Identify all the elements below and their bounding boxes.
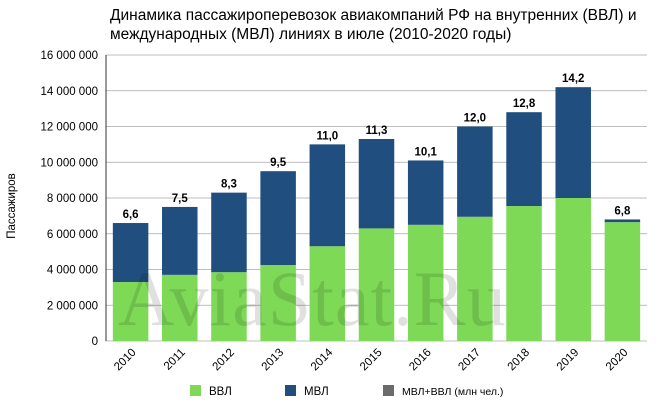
y-tick-label: 14 000 000 — [40, 86, 98, 98]
x-tick-label: 2015 — [358, 347, 385, 374]
legend-label: ВВЛ — [209, 386, 232, 398]
x-tick-label: 2013 — [260, 347, 287, 374]
bars — [112, 87, 641, 341]
bar-vvl — [555, 198, 591, 341]
y-tick-label: 6 000 000 — [47, 229, 98, 241]
bar-mvl — [309, 144, 346, 247]
bar-vvl — [506, 206, 542, 341]
bar-vvl — [309, 246, 346, 341]
bar-mvl — [112, 223, 149, 283]
y-tick-label: 12 000 000 — [40, 122, 98, 134]
x-tick-label: 2017 — [456, 347, 483, 374]
bar-vvl — [457, 216, 493, 341]
bar-mvl — [555, 87, 591, 198]
bar-vvl — [211, 272, 247, 341]
watermark: AviaStat.Ru — [118, 255, 507, 342]
legend-label: МВЛ — [304, 386, 329, 398]
x-tick-label: 2016 — [407, 347, 434, 374]
y-tick-label: 2 000 000 — [47, 300, 98, 312]
y-tick-label: 16 000 000 — [40, 50, 98, 62]
x-tick-label: 2012 — [210, 347, 237, 374]
total-data-label: 12,0 — [464, 113, 486, 125]
bar-vvl — [162, 274, 198, 341]
y-tick-label: 4 000 000 — [47, 265, 98, 277]
bar-mvl — [407, 160, 444, 225]
data-labels: 6,6 7,5 8,3 9,5 11,0 11,3 10,1 12,0 12,8 14,2 6,8 — [123, 73, 631, 221]
y-axis-label: Пассажиров — [6, 173, 18, 239]
total-data-label: 8,3 — [221, 179, 237, 191]
total-data-label: 9,5 — [270, 157, 287, 169]
legend: ВВЛ МВЛ МВЛ+ВВЛ (млн чел.) — [190, 385, 503, 398]
x-tick-label: 2011 — [162, 347, 188, 373]
x-tick-label: 2019 — [555, 347, 582, 374]
bar-vvl — [358, 228, 395, 341]
total-data-label: 11,0 — [316, 130, 338, 142]
total-data-label: 12,8 — [513, 98, 536, 110]
bar-mvl — [162, 206, 198, 275]
y-tick-label: 10 000 000 — [40, 157, 98, 169]
bar-mvl — [260, 171, 296, 266]
chart-title: Динамика пассажироперевозок авиакомпаний… — [110, 7, 637, 43]
bar-vvl — [407, 224, 444, 341]
x-tick-label: 2018 — [506, 347, 533, 374]
x-tick-label: 2010 — [112, 347, 139, 374]
bar-mvl — [211, 192, 247, 273]
total-data-label: 7,5 — [172, 193, 189, 205]
y-tick-label: 8 000 000 — [47, 193, 98, 205]
bar-vvl — [604, 222, 641, 341]
legend-swatch — [383, 385, 394, 396]
total-data-label: 6,8 — [614, 205, 631, 217]
total-data-label: 11,3 — [366, 125, 388, 137]
total-data-label: 10,1 — [414, 146, 437, 158]
bar-mvl — [506, 112, 542, 207]
bar-vvl — [112, 282, 149, 341]
bar-mvl — [604, 219, 641, 223]
legend-label: МВЛ+ВВЛ (млн чел.) — [402, 386, 503, 398]
bar-mvl — [358, 139, 395, 229]
x-tick-label: 2014 — [309, 346, 336, 373]
total-data-label: 6,6 — [123, 209, 139, 221]
total-data-label: 14,2 — [562, 73, 584, 85]
legend-swatch — [190, 385, 201, 396]
x-tick-label: 2020 — [604, 347, 631, 374]
legend-swatch — [285, 385, 296, 396]
bar-mvl — [457, 126, 493, 217]
y-tick-label: 0 — [92, 336, 98, 348]
bar-vvl — [260, 265, 296, 341]
